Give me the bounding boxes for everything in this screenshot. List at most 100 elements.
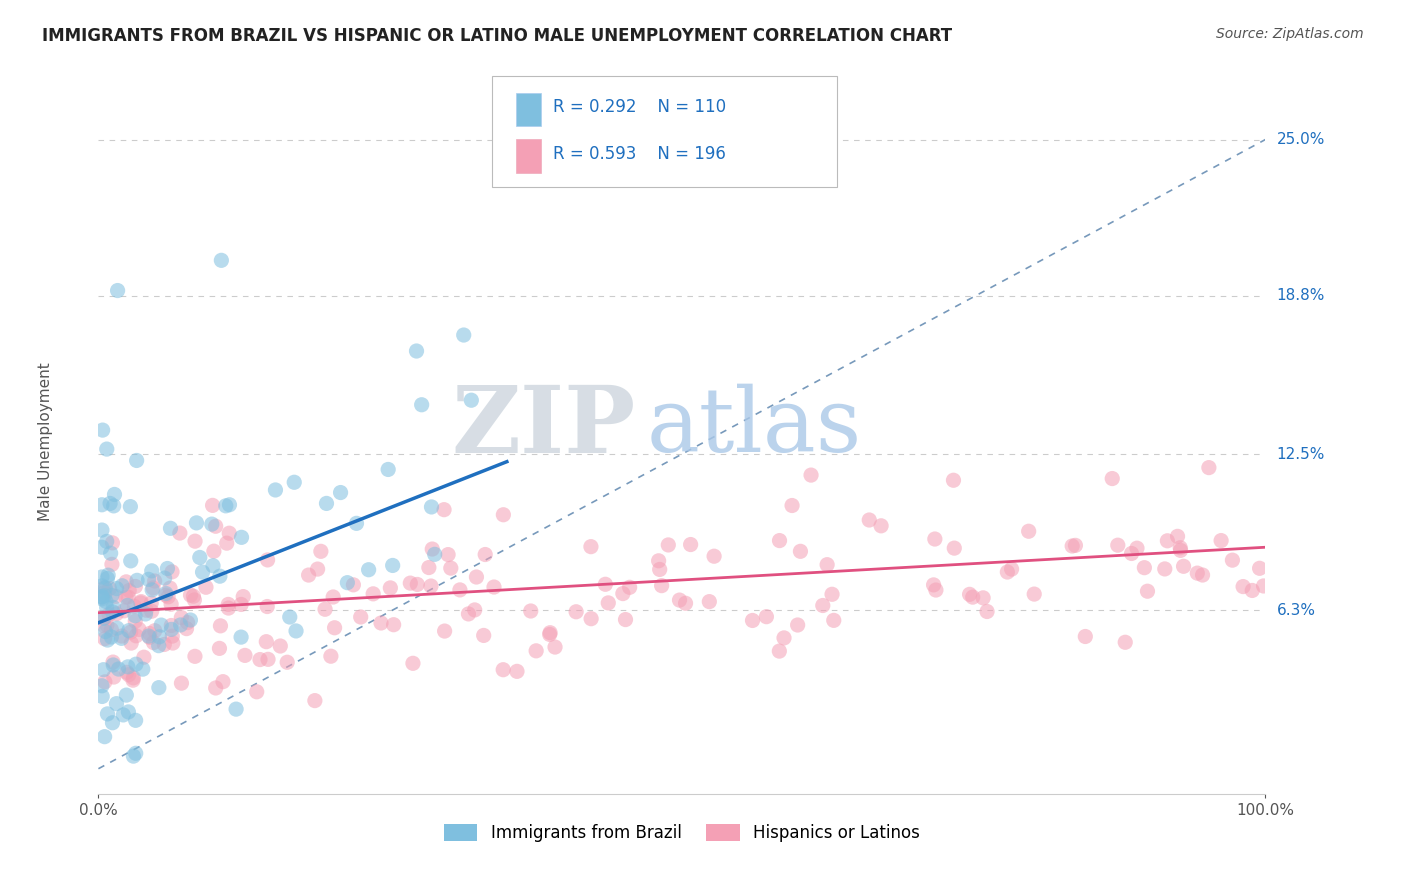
Point [110, 632, 132, 646]
Point [93, 663, 115, 677]
Point [94, 581, 117, 595]
Point [107, 284, 129, 298]
Point [1074, 630, 1097, 644]
Point [464, 603, 486, 617]
Point [100, 623, 122, 637]
Point [406, 577, 429, 591]
Point [122, 673, 145, 688]
Point [346, 516, 368, 531]
Point [104, 590, 127, 604]
Point [858, 513, 880, 527]
Point [1107, 538, 1129, 552]
Point [90, 591, 112, 606]
Point [201, 499, 224, 513]
Point [437, 548, 460, 562]
Point [361, 587, 384, 601]
Point [319, 649, 342, 664]
Point [789, 544, 811, 558]
Point [93, 611, 115, 625]
Point [342, 578, 364, 592]
Point [922, 578, 945, 592]
Point [115, 688, 138, 702]
Point [93, 730, 115, 744]
Point [506, 665, 529, 679]
Point [1232, 580, 1254, 594]
Point [162, 636, 184, 650]
Point [1156, 533, 1178, 548]
Point [118, 583, 141, 598]
Point [538, 627, 561, 641]
Point [141, 564, 163, 578]
Point [256, 553, 278, 567]
Point [159, 521, 181, 535]
Point [1187, 566, 1209, 581]
Point [129, 594, 152, 608]
Point [183, 589, 205, 603]
Point [233, 648, 256, 663]
Point [96, 706, 118, 721]
Point [132, 662, 155, 676]
Point [786, 618, 808, 632]
Point [215, 499, 238, 513]
Point [285, 624, 308, 638]
Point [370, 615, 392, 630]
Point [120, 625, 142, 640]
Point [153, 637, 176, 651]
Point [382, 617, 405, 632]
Point [90, 540, 112, 554]
Point [94, 624, 117, 639]
Point [329, 485, 352, 500]
Point [134, 607, 156, 621]
Point [111, 579, 134, 593]
Point [124, 614, 146, 628]
Point [90, 523, 112, 537]
Point [773, 631, 796, 645]
Point [162, 629, 184, 643]
Text: Male Unemployment: Male Unemployment [38, 362, 53, 521]
Point [117, 590, 139, 604]
Point [1191, 568, 1213, 582]
Point [492, 663, 515, 677]
Point [169, 526, 191, 541]
Point [101, 558, 124, 572]
Point [924, 532, 946, 546]
Point [703, 549, 725, 564]
Point [138, 626, 160, 640]
Point [101, 536, 124, 550]
Point [519, 604, 541, 618]
Point [101, 655, 124, 669]
Point [160, 565, 183, 579]
Point [1249, 561, 1271, 575]
Point [314, 602, 336, 616]
Point [315, 496, 337, 510]
Point [297, 568, 319, 582]
Point [91, 423, 114, 437]
Point [1253, 579, 1275, 593]
Point [176, 615, 198, 630]
Text: 12.5%: 12.5% [1277, 447, 1324, 462]
Point [117, 660, 139, 674]
Point [418, 560, 440, 574]
Point [322, 590, 344, 604]
Point [143, 574, 166, 588]
Point [440, 561, 463, 575]
Point [124, 599, 146, 614]
Point [90, 498, 112, 512]
Point [229, 630, 252, 644]
Point [811, 599, 834, 613]
Point [159, 581, 181, 595]
Point [209, 619, 232, 633]
Point [218, 498, 240, 512]
Point [112, 604, 135, 618]
Point [103, 670, 125, 684]
Point [94, 674, 117, 689]
Legend: Immigrants from Brazil, Hispanics or Latinos: Immigrants from Brazil, Hispanics or Lat… [437, 817, 927, 849]
Point [579, 612, 602, 626]
Point [217, 601, 239, 615]
Point [1167, 529, 1189, 543]
Point [1170, 543, 1192, 558]
Point [125, 629, 148, 643]
Point [249, 652, 271, 666]
Point [94, 594, 117, 608]
Point [125, 657, 148, 672]
